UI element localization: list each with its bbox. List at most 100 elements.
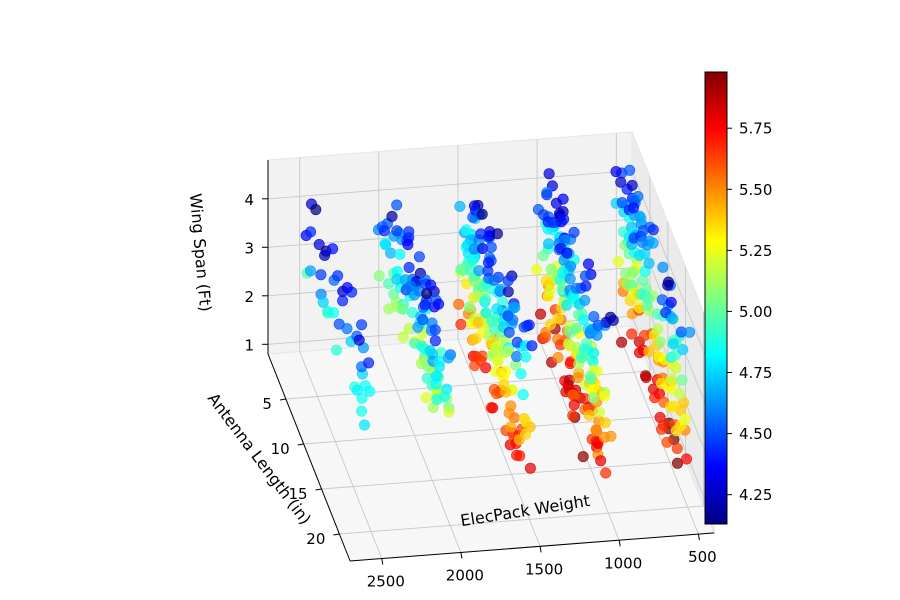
data-point xyxy=(544,318,556,330)
data-point xyxy=(430,370,442,382)
data-point xyxy=(639,329,651,341)
data-point xyxy=(507,314,519,326)
data-point xyxy=(666,313,678,325)
data-point xyxy=(568,399,580,411)
grid-line-z-side xyxy=(631,170,715,378)
data-point xyxy=(341,282,353,294)
z-tick-label: 4 xyxy=(244,191,254,209)
data-point xyxy=(453,298,465,310)
colorbar-tick-label: 5.25 xyxy=(739,242,772,260)
data-point xyxy=(526,340,538,352)
data-point xyxy=(568,226,580,238)
data-point xyxy=(356,319,368,331)
y-tick-mark xyxy=(315,488,322,491)
x-axis-line xyxy=(350,532,715,562)
data-point xyxy=(627,202,639,214)
data-point xyxy=(502,345,514,357)
data-point xyxy=(417,314,429,326)
data-point xyxy=(443,406,455,418)
y-tick-mark xyxy=(333,533,340,536)
data-point xyxy=(642,293,654,305)
data-point xyxy=(491,228,503,240)
data-point xyxy=(578,314,590,326)
data-point xyxy=(420,392,432,404)
colorbar-gradient xyxy=(704,71,728,525)
data-point xyxy=(627,266,639,278)
data-point xyxy=(394,248,406,260)
data-point xyxy=(579,294,591,306)
data-point xyxy=(503,326,515,338)
data-point xyxy=(684,326,696,338)
data-point xyxy=(358,419,370,431)
data-point xyxy=(327,243,339,255)
data-point xyxy=(643,346,655,358)
axis-lines xyxy=(262,160,715,565)
data-point xyxy=(547,217,559,229)
grid-line-x-floor xyxy=(536,333,620,541)
data-point xyxy=(680,453,692,465)
data-point xyxy=(561,247,573,259)
data-point xyxy=(543,168,555,180)
data-point xyxy=(570,322,582,334)
data-point xyxy=(643,257,655,269)
data-point xyxy=(337,295,349,307)
data-point xyxy=(505,421,517,433)
data-point xyxy=(520,351,532,363)
data-point xyxy=(317,296,329,308)
data-point xyxy=(661,436,673,448)
data-point xyxy=(419,299,431,311)
data-point xyxy=(595,455,607,467)
x-tick-label: 500 xyxy=(688,548,717,566)
data-point xyxy=(639,370,651,382)
data-point xyxy=(485,241,497,253)
data-point xyxy=(518,412,530,424)
data-point xyxy=(455,318,467,330)
data-point xyxy=(599,417,611,429)
data-point xyxy=(429,335,441,347)
data-point xyxy=(341,323,353,335)
y-tick-mark xyxy=(279,398,286,401)
data-point xyxy=(588,347,600,359)
data-point xyxy=(657,261,669,273)
data-point xyxy=(373,270,385,282)
data-point xyxy=(656,423,668,435)
data-point xyxy=(490,366,502,378)
data-point xyxy=(674,388,686,400)
data-point xyxy=(364,385,376,397)
data-point xyxy=(315,269,327,281)
data-point xyxy=(319,249,331,261)
data-point xyxy=(517,389,529,401)
data-point xyxy=(600,467,612,479)
data-point xyxy=(582,258,594,270)
data-point xyxy=(543,238,555,250)
data-point xyxy=(626,328,638,340)
data-point xyxy=(363,357,375,369)
data-point xyxy=(633,347,645,359)
x-tick-label: 2000 xyxy=(446,567,484,585)
grid-line-z-back xyxy=(267,218,633,248)
data-point xyxy=(500,386,512,398)
x-tick-mark xyxy=(460,552,463,559)
data-point xyxy=(476,208,488,220)
data-point xyxy=(397,331,409,343)
data-point xyxy=(550,197,562,209)
data-point xyxy=(593,406,605,418)
data-point xyxy=(665,373,677,385)
data-point xyxy=(679,413,691,425)
data-point xyxy=(599,390,611,402)
data-point xyxy=(616,197,628,209)
x-tick-mark xyxy=(381,558,384,565)
data-point xyxy=(391,199,403,211)
data-point xyxy=(577,451,589,463)
colorbar-tick-label: 4.75 xyxy=(739,364,772,382)
grid-line-y-floor xyxy=(339,505,704,535)
z-tick-label: 3 xyxy=(244,239,254,257)
data-point xyxy=(523,319,535,331)
data-point xyxy=(584,325,596,337)
z-axis-label: Wing Span (Ft) xyxy=(186,193,215,313)
data-point xyxy=(330,344,342,356)
data-point xyxy=(572,372,584,384)
data-point xyxy=(637,225,649,237)
data-point xyxy=(502,275,514,287)
